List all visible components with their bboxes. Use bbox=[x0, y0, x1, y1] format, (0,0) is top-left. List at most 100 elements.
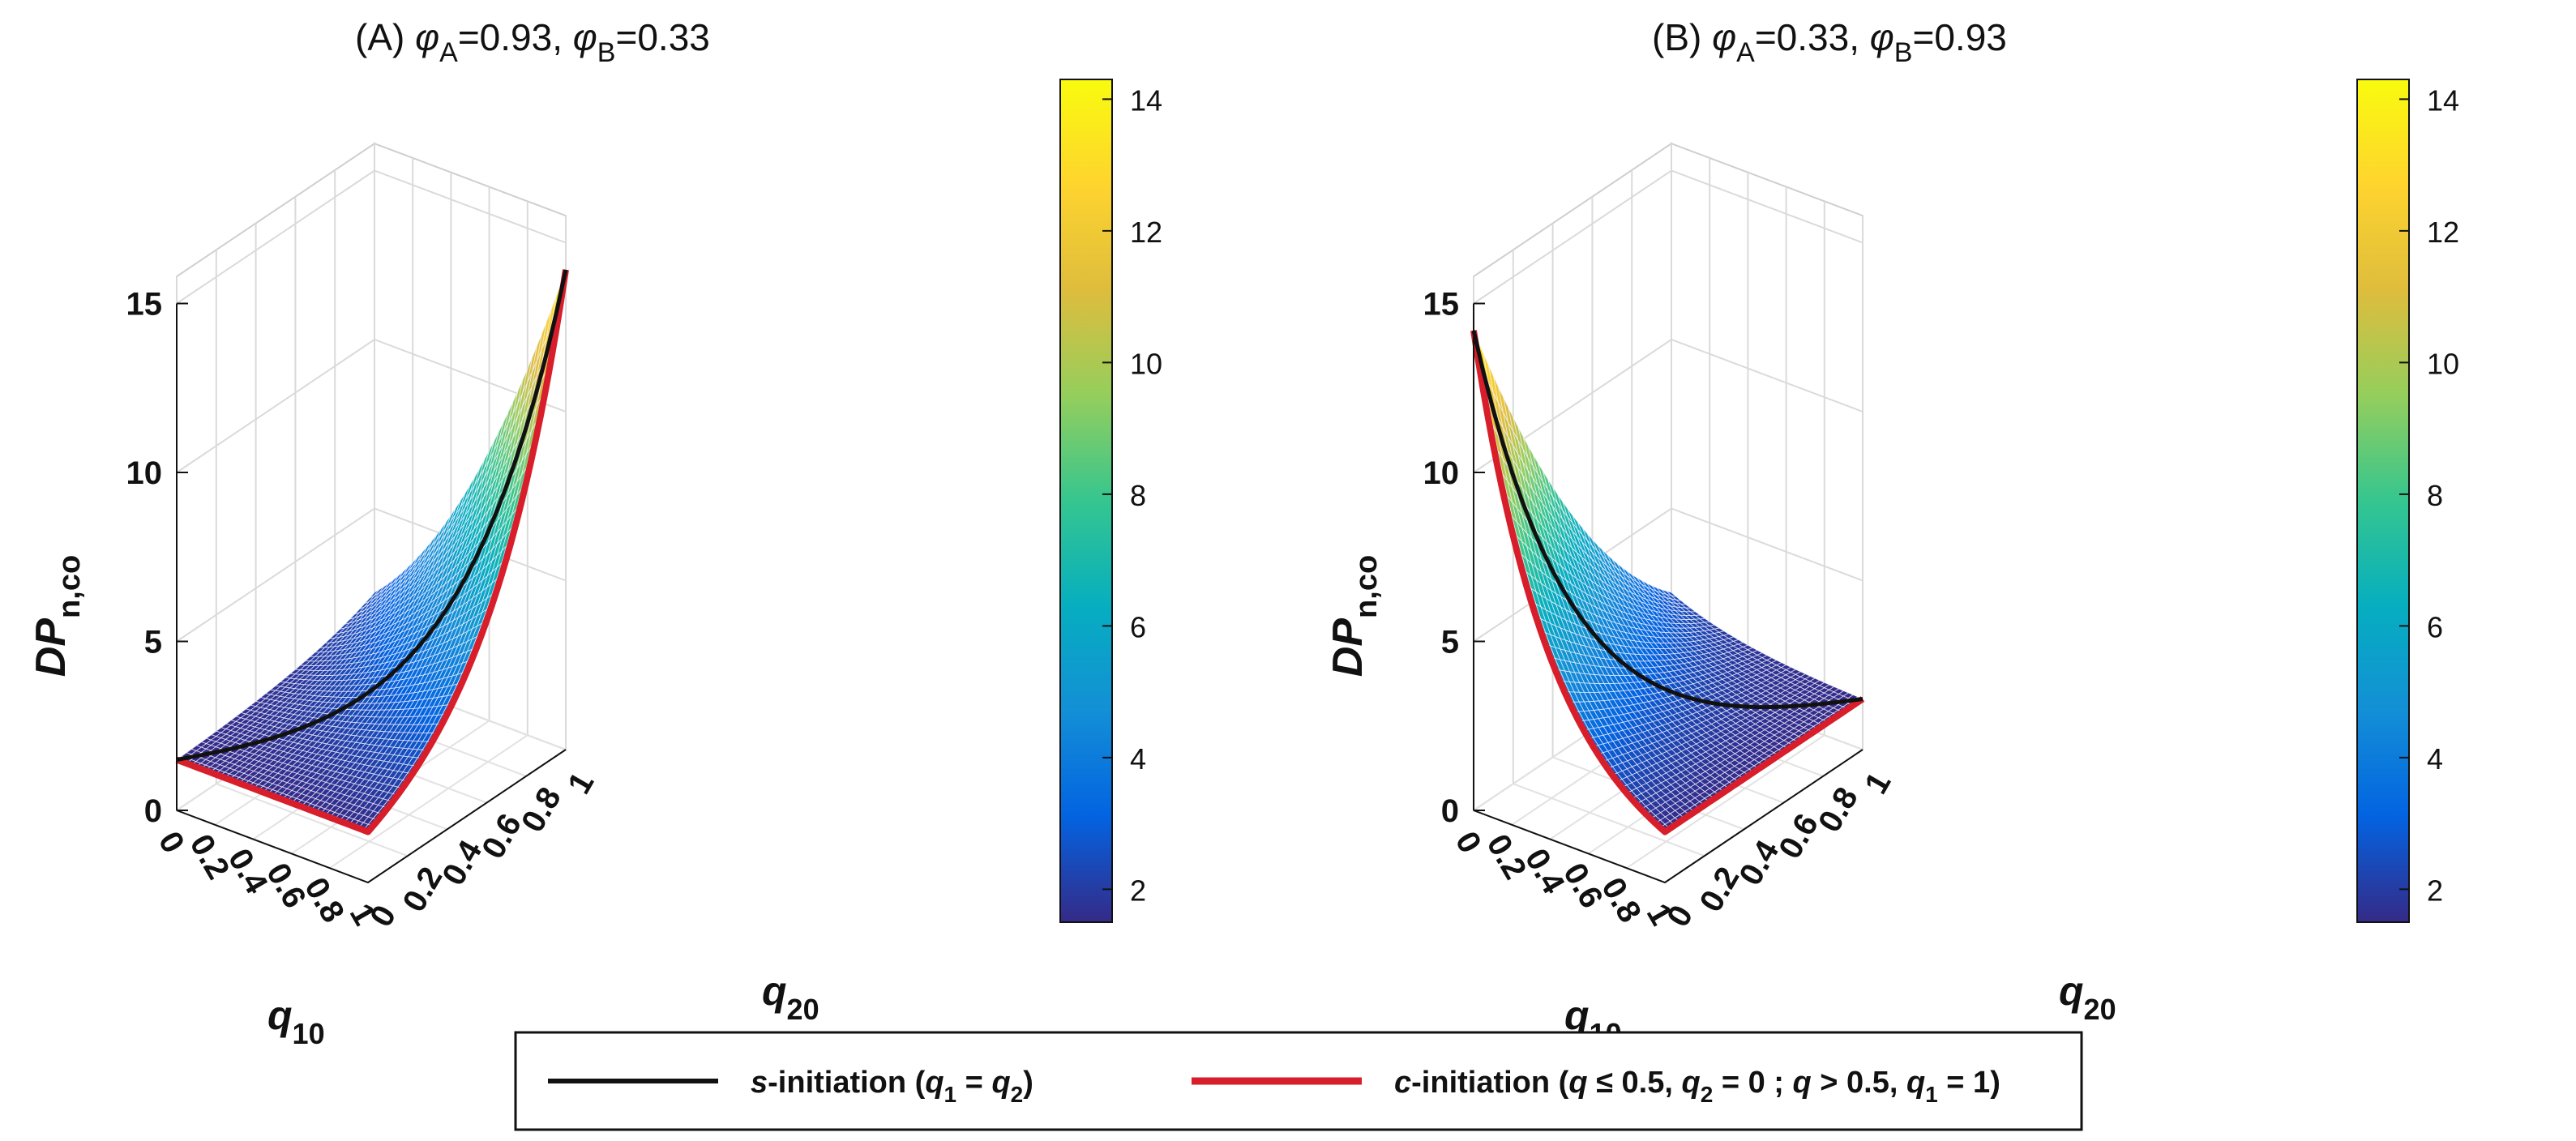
colorbar-tick-label: 10 bbox=[2427, 347, 2459, 380]
z-tick-label: 0 bbox=[1441, 793, 1459, 829]
q20-subscript: 20 bbox=[2084, 993, 2116, 1026]
colorbar-tick-label: 6 bbox=[2427, 610, 2443, 643]
q10-tick-label: 0 bbox=[152, 826, 191, 859]
phi-subscript-a: A bbox=[1736, 37, 1755, 68]
phi-a-value: =0.93, bbox=[458, 16, 573, 58]
q20-axis-label: q20 bbox=[762, 968, 819, 1026]
colorbar bbox=[2356, 79, 2410, 923]
q20-letter: q bbox=[762, 968, 787, 1014]
colorbar-tick-label: 2 bbox=[2427, 874, 2443, 907]
phi-subscript-b: B bbox=[597, 37, 616, 68]
q10-tick-label: 0.8 bbox=[1594, 872, 1648, 929]
q20-tick-label: 1 bbox=[1858, 767, 1898, 800]
q20-tick-label: 0 bbox=[1660, 900, 1700, 933]
colorbar-tick-label: 4 bbox=[2427, 742, 2443, 776]
colorbar-tick-label: 8 bbox=[2427, 479, 2443, 512]
colorbar-tick-label: 14 bbox=[2427, 83, 2459, 117]
phi-symbol: φ bbox=[1870, 16, 1894, 58]
surface-mesh bbox=[1473, 330, 1864, 833]
q20-letter: q bbox=[2059, 968, 2084, 1014]
z-tick-label: 5 bbox=[1441, 625, 1459, 660]
s-initiation-legend-label: s-initiation (q1 = q2) bbox=[751, 1066, 1033, 1107]
z-tick-label: 10 bbox=[126, 455, 163, 491]
floor-axis-line bbox=[1473, 749, 1864, 884]
phi-subscript-a: A bbox=[439, 37, 458, 68]
colorbar-tick-label: 6 bbox=[1130, 610, 1146, 643]
colorbar-tick-label: 10 bbox=[1130, 347, 1162, 380]
phi-a-value: =0.33, bbox=[1755, 16, 1870, 58]
q-letter: q bbox=[1681, 1066, 1700, 1100]
q20-tick-label: 0 bbox=[363, 900, 403, 933]
phi-b-value: =0.93 bbox=[1912, 16, 2006, 58]
q10-axis-label: q10 bbox=[267, 993, 325, 1050]
floor-gridline bbox=[216, 783, 409, 857]
phi-symbol: φ bbox=[415, 16, 439, 58]
q10-tick-label: 0 bbox=[1448, 826, 1488, 859]
q20-tick-label: 1 bbox=[561, 767, 601, 800]
dp-letters: DP bbox=[28, 618, 75, 677]
colorbar-tick-label: 12 bbox=[1130, 216, 1162, 249]
z-tick-label: 10 bbox=[1423, 455, 1460, 491]
floor-axis-line bbox=[176, 749, 567, 884]
phi-b-value: =0.33 bbox=[615, 16, 709, 58]
phi-symbol: φ bbox=[1712, 16, 1736, 58]
phi-symbol: φ bbox=[573, 16, 597, 58]
close-paren: ) bbox=[1023, 1066, 1033, 1100]
dp-subscript: n,co bbox=[1350, 555, 1384, 618]
colorbar-tick-label: 8 bbox=[1130, 479, 1146, 512]
z-axis-label: DPn,co bbox=[28, 555, 87, 677]
colorbar-tick-label: 14 bbox=[1130, 83, 1162, 117]
c-initiation-legend-label: c-initiation (q ≤ 0.5, q2 = 0 ; q > 0.5,… bbox=[1394, 1066, 2000, 1107]
floor-gridline bbox=[1626, 734, 1825, 870]
legend: s-initiation (q1 = q2) c-initiation (q ≤ … bbox=[514, 1031, 2083, 1131]
subscript-2: 2 bbox=[1011, 1082, 1024, 1107]
z-tick-label: 0 bbox=[144, 793, 162, 829]
floor-gridline bbox=[329, 734, 528, 870]
title-panel-label: (B) bbox=[1652, 16, 1712, 58]
q20-subscript: 20 bbox=[787, 993, 819, 1026]
subscript-2: 2 bbox=[1701, 1082, 1714, 1107]
q10-letter: q bbox=[267, 993, 293, 1038]
z-tick-label: 15 bbox=[126, 287, 163, 323]
initiation-text: -initiation ( bbox=[768, 1066, 926, 1100]
panel-title: (A) φA=0.93, φB=0.33 bbox=[355, 16, 710, 68]
q-letter: q bbox=[1568, 1066, 1587, 1100]
legend-box bbox=[514, 1031, 2083, 1131]
q-letter: q bbox=[1792, 1066, 1811, 1100]
c-letter: c bbox=[1394, 1066, 1411, 1100]
c-initiation-line bbox=[175, 269, 569, 835]
equals: = bbox=[956, 1066, 991, 1100]
condition-text: = 0 ; bbox=[1713, 1066, 1792, 1100]
subscript-1: 1 bbox=[1925, 1082, 1938, 1107]
panel-a: 05101500.20.40.60.8100.20.40.60.81q10q20… bbox=[28, 16, 1162, 1050]
condition-text: ≤ 0.5, bbox=[1588, 1066, 1682, 1100]
colorbar-tick-label: 2 bbox=[1130, 874, 1146, 907]
subscript-1: 1 bbox=[944, 1082, 957, 1107]
phi-subscript-b: B bbox=[1894, 37, 1913, 68]
q20-axis-label: q20 bbox=[2059, 968, 2116, 1026]
s-letter: s bbox=[751, 1066, 768, 1100]
q-letter: q bbox=[925, 1066, 944, 1100]
condition-text: > 0.5, bbox=[1812, 1066, 1906, 1100]
s-initiation-line bbox=[1471, 330, 1864, 710]
q-letter: q bbox=[1906, 1066, 1925, 1100]
q-letter: q bbox=[991, 1066, 1010, 1100]
panel-title: (B) φA=0.33, φB=0.93 bbox=[1652, 16, 2007, 68]
colorbar-tick-label: 12 bbox=[2427, 216, 2459, 249]
panel-b: 05101500.20.40.60.8100.20.40.60.81q10q20… bbox=[1324, 16, 2459, 1050]
condition-text: = 1) bbox=[1938, 1066, 2000, 1100]
initiation-text: -initiation ( bbox=[1411, 1066, 1569, 1100]
s-initiation-line bbox=[176, 269, 568, 762]
q10-letter: q bbox=[1564, 993, 1590, 1038]
z-tick-label: 5 bbox=[144, 625, 162, 660]
dp-letters: DP bbox=[1324, 618, 1371, 677]
colorbar-tick-label: 4 bbox=[1130, 742, 1146, 776]
title-panel-label: (A) bbox=[355, 16, 415, 58]
z-axis-label: DPn,co bbox=[1324, 555, 1384, 677]
z-tick-label: 15 bbox=[1423, 287, 1460, 323]
q10-tick-label: 0.8 bbox=[297, 872, 351, 929]
dp-subscript: n,co bbox=[53, 555, 87, 618]
floor-gridline bbox=[1513, 783, 1705, 857]
colorbar bbox=[1059, 79, 1113, 923]
